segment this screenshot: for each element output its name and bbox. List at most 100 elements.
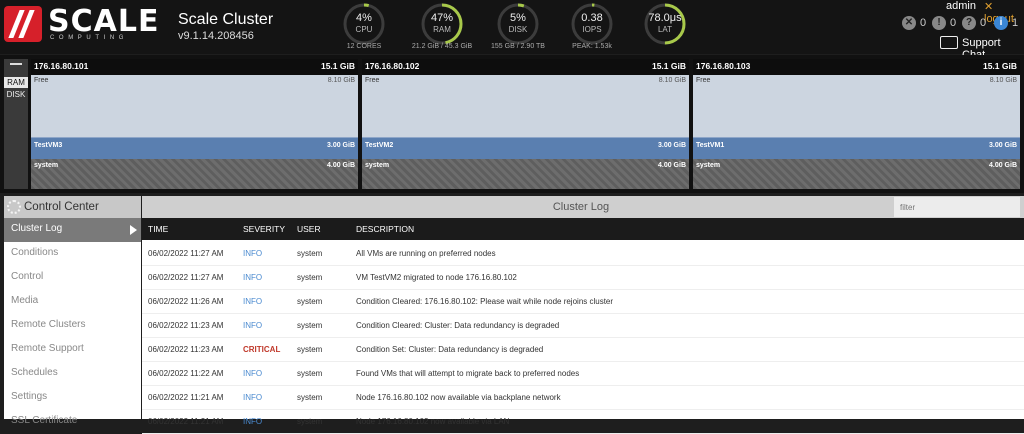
sidebar-item-cluster-log[interactable]: Cluster Log	[4, 218, 141, 242]
log-user: system	[297, 273, 323, 282]
filter-input[interactable]	[894, 197, 1020, 217]
gauge-sub: 155 GB / 2.90 TB	[491, 43, 545, 50]
scale-logo[interactable]: SCALE COMPUTING	[4, 4, 158, 44]
log-description: VM TestVM2 migrated to node 176.16.80.10…	[356, 273, 517, 282]
node-card[interactable]: 176.16.80.103 15.1 GiB Free 8.10 GiB TestVM1…	[693, 59, 1020, 189]
control-center-header[interactable]: Control Center	[4, 196, 141, 218]
node-card[interactable]: 176.16.80.101 15.1 GiB Free 8.10 GiB TestVM3…	[31, 59, 358, 189]
node-ip: 176.16.80.101	[34, 61, 89, 71]
log-severity: INFO	[243, 393, 263, 402]
gauge-iops: 0.38 IOPS	[570, 2, 614, 46]
system-segment: system 4.00 GiB	[31, 159, 358, 189]
sidebar-item-label: Settings	[11, 391, 48, 402]
vm-name: TestVM1	[696, 142, 725, 149]
sidebar-item-remote-clusters[interactable]: Remote Clusters	[4, 314, 141, 338]
gauge-ring-icon	[497, 3, 539, 45]
vm-name: TestVM2	[365, 142, 394, 149]
log-description: Condition Cleared: Cluster: Data redunda…	[356, 321, 560, 330]
gauge-disk: 5% DISK	[496, 2, 540, 46]
sidebar-item-ssl-certificate[interactable]: SSL Certificate	[4, 410, 141, 434]
vm-size: 3.00 GiB	[988, 142, 1017, 149]
gauge-value: 5%	[510, 12, 526, 24]
sidebar-item-label: Remote Support	[11, 343, 84, 354]
gauge-label: CPU	[355, 25, 373, 34]
column-user[interactable]: USER	[297, 224, 321, 234]
log-user: system	[297, 417, 323, 426]
chat-icon[interactable]	[940, 36, 958, 49]
sidebar-item-media[interactable]: Media	[4, 290, 141, 314]
gear-icon	[7, 200, 21, 214]
sidebar-item-label: Remote Clusters	[11, 319, 86, 330]
log-user: system	[297, 393, 323, 402]
username[interactable]: admin	[946, 0, 976, 12]
log-description: Condition Set: Cluster: Data redundancy …	[356, 345, 544, 354]
log-severity: INFO	[243, 417, 263, 426]
vm-size: 3.00 GiB	[326, 142, 355, 149]
free-label: Free	[365, 77, 380, 84]
sidebar-item-settings[interactable]: Settings	[4, 386, 141, 410]
sidebar-item-label: SSL Certificate	[11, 415, 78, 426]
free-label: Free	[696, 77, 711, 84]
ram-toggle[interactable]: RAM	[4, 77, 28, 88]
sidebar-item-control[interactable]: Control	[4, 266, 141, 290]
free-label: Free	[34, 77, 49, 84]
alert-count: 0	[950, 17, 957, 29]
gauge-sub: 21.2 GiB / 45.3 GiB	[411, 43, 473, 50]
system-segment: system 4.00 GiB	[362, 159, 689, 189]
log-severity: INFO	[243, 297, 263, 306]
log-description: Node 176.16.80.102 now available via bac…	[356, 393, 561, 402]
gauge-value: 4%	[356, 12, 372, 24]
table-row[interactable]: 06/02/2022 11:23 AM INFO system Condition C…	[142, 314, 1024, 338]
node-total: 15.1 GiB	[651, 61, 686, 71]
table-row[interactable]: 06/02/2022 11:27 AM INFO system VM TestVM2 …	[142, 266, 1024, 290]
info-icon: i	[994, 16, 1008, 30]
log-table-header: TIME SEVERITY USER DESCRIPTION	[142, 218, 1024, 240]
column-time[interactable]: TIME	[148, 224, 169, 234]
log-header: Cluster Log	[142, 196, 1024, 218]
gauge-ring-icon	[644, 3, 686, 45]
alert-count: 0	[980, 17, 987, 29]
column-severity[interactable]: SEVERITY	[243, 224, 286, 234]
table-row[interactable]: 06/02/2022 11:22 AM INFO system Found VMs t…	[142, 362, 1024, 386]
log-severity: CRITICAL	[243, 345, 281, 354]
log-time: 06/02/2022 11:27 AM	[148, 273, 224, 282]
node-ip: 176.16.80.102	[365, 61, 420, 71]
table-row[interactable]: 06/02/2022 11:21 AM INFO system Node 176.16…	[142, 386, 1024, 410]
alert-count: 0	[920, 17, 927, 29]
vm-segment[interactable]: TestVM2 3.00 GiB	[362, 137, 689, 159]
sidebar-item-remote-support[interactable]: Remote Support	[4, 338, 141, 362]
sidebar-item-conditions[interactable]: Conditions	[4, 242, 141, 266]
node-card[interactable]: 176.16.80.102 15.1 GiB Free 8.10 GiB TestVM2…	[362, 59, 689, 189]
chevron-right-icon	[130, 225, 137, 235]
log-user: system	[297, 249, 323, 258]
vm-segment[interactable]: TestVM3 3.00 GiB	[31, 137, 358, 159]
disk-toggle[interactable]: DISK	[6, 90, 26, 99]
collapse-icon[interactable]	[10, 63, 22, 65]
gauge-ring-icon	[343, 3, 385, 45]
system-value: 4.00 GiB	[988, 162, 1017, 169]
table-row[interactable]: 06/02/2022 11:23 AM CRITICAL system Conditi…	[142, 338, 1024, 362]
log-title: Cluster Log	[552, 201, 610, 213]
gauge-ring-icon	[421, 3, 463, 45]
log-time: 06/02/2022 11:22 AM	[148, 369, 224, 378]
node-memory-panel: RAM DISK 176.16.80.101 15.1 GiB Free 8.10 G…	[0, 55, 1024, 193]
gauge-sub: 12 CORES	[346, 43, 382, 50]
table-row[interactable]: 06/02/2022 11:27 AM INFO system All VMs are…	[142, 242, 1024, 266]
table-row[interactable]: 06/02/2022 11:21 AM INFO system Node 176.16…	[142, 410, 1024, 434]
gauge-label: IOPS	[582, 25, 602, 34]
cluster-version: v9.1.14.208456	[178, 30, 254, 42]
sidebar-item-schedules[interactable]: Schedules	[4, 362, 141, 386]
vm-segment[interactable]: TestVM1 3.00 GiB	[693, 137, 1020, 159]
gauge-value: 0.38	[581, 12, 603, 24]
alert-count: 1	[1012, 17, 1019, 29]
sidebar-item-label: Control	[11, 271, 44, 282]
table-row[interactable]: 06/02/2022 11:26 AM INFO system Condition C…	[142, 290, 1024, 314]
log-user: system	[297, 345, 323, 354]
vm-size: 3.00 GiB	[657, 142, 686, 149]
control-center-title: Control Center	[24, 201, 99, 213]
log-time: 06/02/2022 11:23 AM	[148, 345, 224, 354]
column-description[interactable]: DESCRIPTION	[356, 224, 415, 234]
gauge-label: LAT	[657, 25, 673, 34]
system-value: 4.00 GiB	[326, 162, 355, 169]
vm-name: TestVM3	[34, 142, 63, 149]
